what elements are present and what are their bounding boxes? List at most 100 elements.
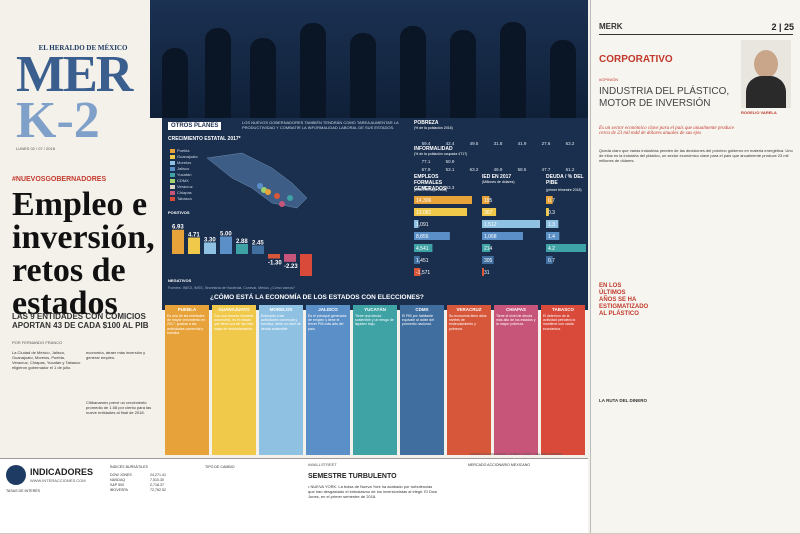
stat-value: 59.4 (421, 141, 431, 146)
growth-bar (172, 229, 184, 254)
state-text: El deterioro de la actividad petrolera l… (543, 314, 576, 331)
legend-swatch (170, 172, 175, 177)
legend-swatch (170, 160, 175, 165)
state-name: VERACRUZ (456, 307, 482, 312)
state-text: Es el principal generador de empleo y ti… (308, 314, 347, 331)
wallstreet-text: • NUEVA YORK. La bolsa de Nueva York ha … (308, 484, 437, 499)
column-body: Queda claro que varias industrias penden… (599, 148, 793, 163)
state-column: CDMX El PIB por habitante equivale al dob… (400, 305, 444, 455)
stat-bar-label: 14,306 (416, 198, 432, 204)
stat-value: 41.9 (517, 141, 527, 146)
stat-bar (414, 244, 433, 252)
state-column: GUANAJUATO Con una tercera industria auto… (212, 305, 256, 455)
stat-value: 53.1 (445, 167, 455, 172)
stat-value: 42.4 (445, 141, 455, 146)
legend-item: Jalisco (170, 166, 198, 172)
state-column: CHIAPAS Tiene el nivel de deuda más alto … (494, 305, 538, 455)
accionario-label: MERCADO ACCIONARIO MEXICANO (468, 463, 531, 467)
state-text: Es una de las entidades de mayor crecimi… (167, 314, 206, 335)
stat-bar (414, 256, 420, 264)
state-name: CHIAPAS (506, 307, 526, 312)
growth-bar (236, 243, 248, 254)
growth-value: 2.45 (252, 240, 264, 246)
stat-bar-label: 4,541 (416, 246, 429, 252)
stat-bar (482, 232, 523, 240)
legend-item: Chiapas (170, 190, 198, 196)
section-title-1: MER (16, 46, 133, 103)
index-row: S&P 500 2,718.37 (110, 483, 166, 488)
stat-bar (546, 208, 549, 216)
growth-bar (268, 254, 280, 259)
index-row: NASDAQ 7,510.30 (110, 478, 166, 483)
legend: Puebla Guanajuato Morelos Jalisco Yucatán CDM… (170, 148, 198, 202)
stat-bar-label: 1.4 (548, 234, 555, 240)
growth-value: 5.00 (220, 232, 232, 238)
hashtag: #NUEVOSGOBERNADORES (12, 176, 107, 183)
informalidad-unit: (% de la población ocupada 4T17) (414, 152, 468, 156)
state-column: JALISCO Es el principal generador de empl… (306, 305, 350, 455)
state-name: YUCATÁN (364, 307, 386, 312)
index-name: DOW JONES (110, 473, 132, 477)
author-name: ROGELIO VARELA (741, 110, 777, 115)
empleos-chart: 14,306 13,081 1,091 8,856 4,541 1,451 -1,571 (414, 196, 472, 276)
issue-date: LUNES 02 / 07 / 2018 (16, 146, 55, 151)
stat-bar (482, 244, 491, 252)
hero-illustration (150, 0, 588, 118)
legend-swatch (170, 196, 175, 201)
growth-bar-chart: 6.934.713.305.002.882.45-1.30-2.23-8.42 (172, 225, 312, 276)
body-column-2: economía, atraer más inversión y generar… (86, 350, 146, 360)
column-title: INDUSTRIA DEL PLÁSTICO, MOTOR DE INVERSI… (599, 86, 730, 109)
pobreza-title: POBREZA (414, 120, 439, 126)
stat-bar-label: 305 (484, 258, 493, 264)
legend-item: Puebla (170, 148, 198, 154)
legend-item: Guanajuato (170, 154, 198, 160)
rates-label: TASAS DE INTERÉS (6, 489, 41, 493)
bottom-strip: INDICADORES WWW.INTERACCIONES.COM TASAS … (0, 458, 588, 533)
state-name: TABASCO (552, 307, 574, 312)
stat-value: 27.6 (541, 141, 551, 146)
index-value: 2,718.37 (150, 483, 164, 487)
index-row: DOW JONES 24,271.41 (110, 473, 166, 478)
stat-bar-label: 214 (484, 246, 493, 252)
growth-title: CRECIMIENTO ESTATAL 2017* (168, 136, 241, 142)
legend-item: Yucatán (170, 172, 198, 178)
section-title-2: K-2 (16, 92, 100, 149)
state-name: CDMX (415, 307, 429, 312)
stat-bar (482, 220, 540, 228)
column-deck: Es un sector económico clave para el paí… (599, 126, 735, 136)
index-table: DOW JONES 24,271.41 NASDAQ 7,510.30 S&P 500 2… (110, 473, 166, 493)
stat-value: 50.9 (445, 159, 455, 164)
state-text: Con una tercera industria automotriz, es… (214, 314, 254, 331)
state-name: GUANAJUATO (218, 307, 250, 312)
state-text: Su economía tiene altos niveles de endeu… (449, 314, 487, 331)
stat-value: 46.9 (493, 167, 503, 172)
growth-bar (252, 245, 264, 254)
wallstreet-title: SEMESTRE TURBULENTO (308, 473, 397, 480)
stat-bar-label: 1,068 (484, 234, 497, 240)
left-page: EL HERALDO DE MÉXICO MER K-2 LUNES 02 / … (0, 0, 588, 533)
stat-bar (414, 220, 419, 228)
stat-value: 67.9 (421, 167, 431, 172)
opinion-tag: #OPINIÓN (599, 77, 619, 82)
legend-swatch (170, 190, 175, 195)
legend-label: Puebla (177, 148, 190, 153)
ied-title: IED EN 2017 (482, 174, 512, 180)
stat-bar-label: 1,091 (416, 222, 429, 228)
wallstreet-tag: #WALLSTREET (308, 462, 337, 467)
stat-bar (482, 256, 494, 264)
stat-bar-label: 4.2 (548, 246, 555, 252)
state-name: MORELOS (269, 307, 293, 312)
stat-value: 63.2 (469, 167, 479, 172)
growth-value: 4.71 (188, 233, 200, 239)
stat-value: 77.1 (421, 159, 431, 164)
index-row: IBOVESPA 72,762.52 (110, 488, 166, 493)
growth-bar (188, 237, 200, 254)
deuda-chart: 0.7 0.3 1.3 1.4 4.2 0.7 (546, 196, 586, 264)
body-column-1: La Ciudad de México, Jalisco, Guanajuato… (12, 350, 81, 370)
stat-bar (482, 268, 484, 276)
pobreza-unit: (% de la población 2016) (414, 126, 453, 130)
empleos-unit: (Enero a mayo 2018) (414, 188, 447, 192)
stat-bar-label: 1,451 (416, 258, 429, 264)
positive-label: POSITIVOS (168, 210, 190, 215)
